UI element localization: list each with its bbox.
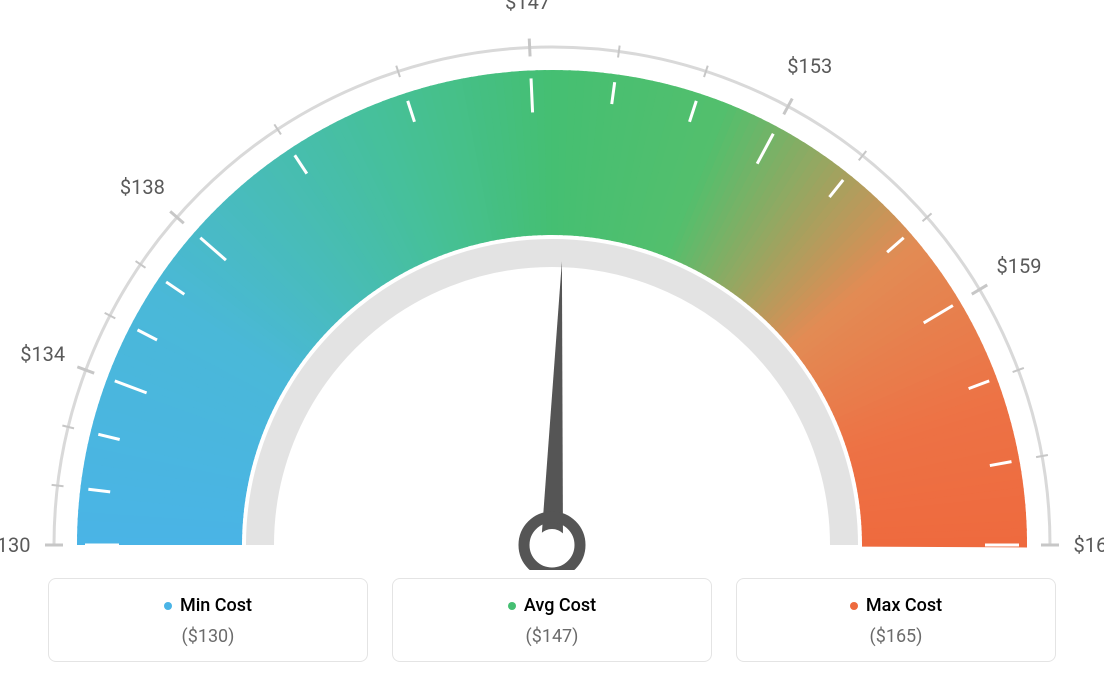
legend-value-min: ($130) xyxy=(61,626,355,647)
legend-text-min: Min Cost xyxy=(180,595,252,616)
legend-dot-max xyxy=(850,602,858,610)
legend-card-max: Max Cost ($165) xyxy=(736,578,1056,663)
legend-row: Min Cost ($130) Avg Cost ($147) Max Cost… xyxy=(0,578,1104,663)
gauge-tick-label: $134 xyxy=(20,342,65,366)
gauge-tick-label: $165 xyxy=(1074,533,1104,557)
legend-dot-min xyxy=(164,602,172,610)
legend-card-min: Min Cost ($130) xyxy=(48,578,368,663)
gauge-tick-label: $159 xyxy=(997,254,1042,278)
legend-label-min: Min Cost xyxy=(164,595,252,616)
gauge-tick-label: $147 xyxy=(505,0,550,14)
legend-dot-avg xyxy=(508,602,516,610)
legend-card-avg: Avg Cost ($147) xyxy=(392,578,712,663)
legend-value-avg: ($147) xyxy=(405,626,699,647)
gauge-svg xyxy=(0,0,1104,570)
gauge-tick-label: $153 xyxy=(787,54,832,78)
gauge-tick-label: $130 xyxy=(0,533,30,557)
legend-value-max: ($165) xyxy=(749,626,1043,647)
gauge-area: $130 $134 $138 $147 $153 $159 $165 xyxy=(0,0,1104,570)
legend-label-max: Max Cost xyxy=(850,595,942,616)
legend-label-avg: Avg Cost xyxy=(508,595,596,616)
legend-text-max: Max Cost xyxy=(866,595,942,616)
legend-text-avg: Avg Cost xyxy=(524,595,596,616)
gauge-tick-label: $138 xyxy=(120,175,165,199)
